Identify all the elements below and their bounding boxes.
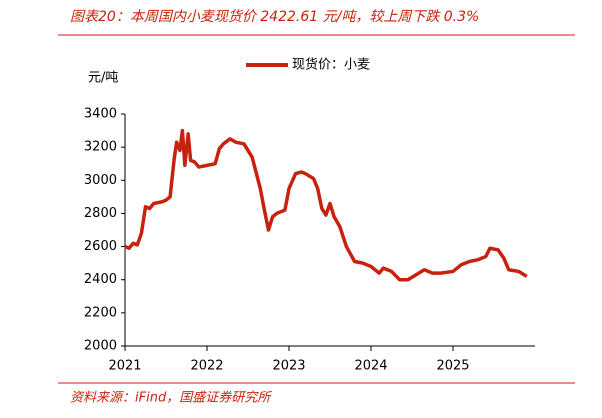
y-axis-label: 元/吨 [88, 71, 118, 86]
x-tick-label: 2024 [354, 359, 387, 374]
y-tick-label: 3000 [84, 173, 117, 188]
y-tick-label: 2000 [84, 339, 117, 354]
line-series [124, 128, 528, 282]
x-tick-label: 2025 [436, 359, 469, 374]
chart-title: 图表20：本周国内小麦现货价 2422.61 元/吨，较上周下跌 0.3% [70, 9, 479, 25]
x-tick-label: 2021 [108, 359, 141, 374]
x-tick-label: 2023 [272, 359, 305, 374]
legend-label: 现货价：小麦 [292, 57, 370, 73]
x-tick-label: 2022 [190, 359, 223, 374]
y-tick-label: 2600 [84, 239, 117, 254]
y-tick-label: 2200 [84, 305, 117, 320]
y-tick-label: 2800 [84, 206, 117, 221]
y-tick-label: 3200 [84, 140, 117, 155]
y-tick-label: 3400 [84, 107, 117, 122]
source: 资料来源：iFind，国盛证券研究所 [70, 390, 272, 406]
y-tick-label: 2400 [84, 272, 117, 287]
